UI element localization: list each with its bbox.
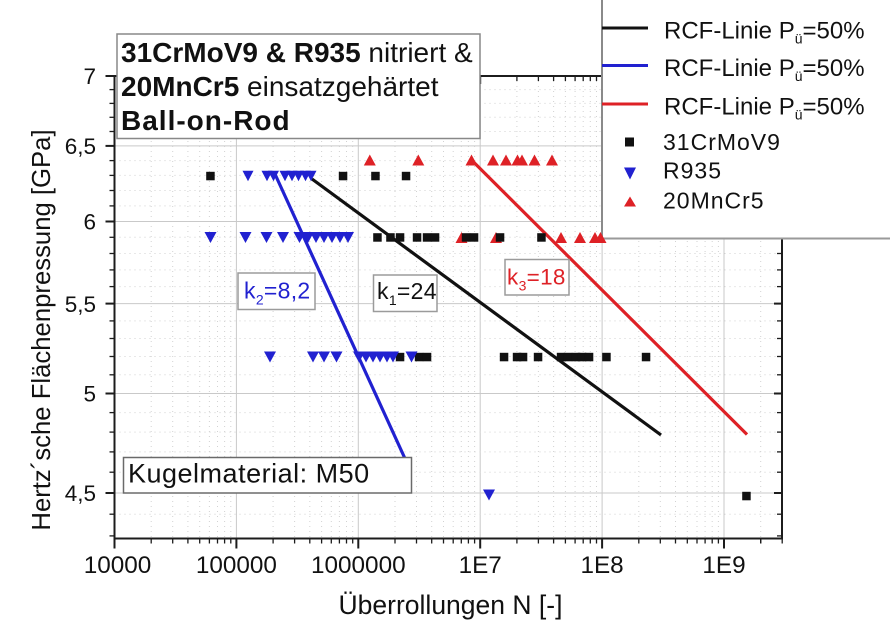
svg-text:Hertz´sche Flächenpressung [GP: Hertz´sche Flächenpressung [GPa] [28, 129, 56, 530]
svg-text:5: 5 [83, 382, 96, 407]
svg-text:1E7: 1E7 [459, 552, 502, 579]
svg-text:Kugelmaterial: M50: Kugelmaterial: M50 [128, 459, 370, 489]
svg-text:k1=24: k1=24 [377, 278, 437, 308]
svg-text:100000: 100000 [196, 552, 277, 579]
svg-text:31CrMoV9: 31CrMoV9 [663, 129, 781, 155]
svg-text:6: 6 [83, 210, 96, 235]
svg-text:20MnCr5: 20MnCr5 [663, 188, 765, 214]
svg-text:7: 7 [83, 64, 96, 89]
svg-text:1000000: 1000000 [311, 552, 406, 579]
svg-text:Überrollungen N [-]: Überrollungen N [-] [339, 590, 563, 620]
svg-text:R935: R935 [663, 158, 722, 184]
svg-text:20MnCr5 einsatzgehärtet: 20MnCr5 einsatzgehärtet [121, 71, 439, 102]
svg-text:4,5: 4,5 [65, 481, 96, 506]
svg-text:1E9: 1E9 [702, 552, 745, 579]
svg-text:k2=8,2: k2=8,2 [244, 278, 311, 308]
svg-text:RCF-Linie Pü=50%: RCF-Linie Pü=50% [664, 55, 865, 84]
svg-text:RCF-Linie Pü=50%: RCF-Linie Pü=50% [664, 94, 865, 123]
svg-text:10000: 10000 [84, 552, 152, 579]
svg-text:RCF-Linie Pü=50%: RCF-Linie Pü=50% [664, 18, 865, 47]
svg-text:Ball-on-Rod: Ball-on-Rod [121, 105, 291, 136]
svg-text:k3=18: k3=18 [507, 265, 566, 294]
svg-text:1E8: 1E8 [580, 552, 623, 579]
svg-text:5,5: 5,5 [65, 292, 96, 317]
svg-text:31CrMoV9 & R935 nitriert &: 31CrMoV9 & R935 nitriert & [121, 37, 473, 68]
svg-text:6,5: 6,5 [65, 134, 96, 159]
